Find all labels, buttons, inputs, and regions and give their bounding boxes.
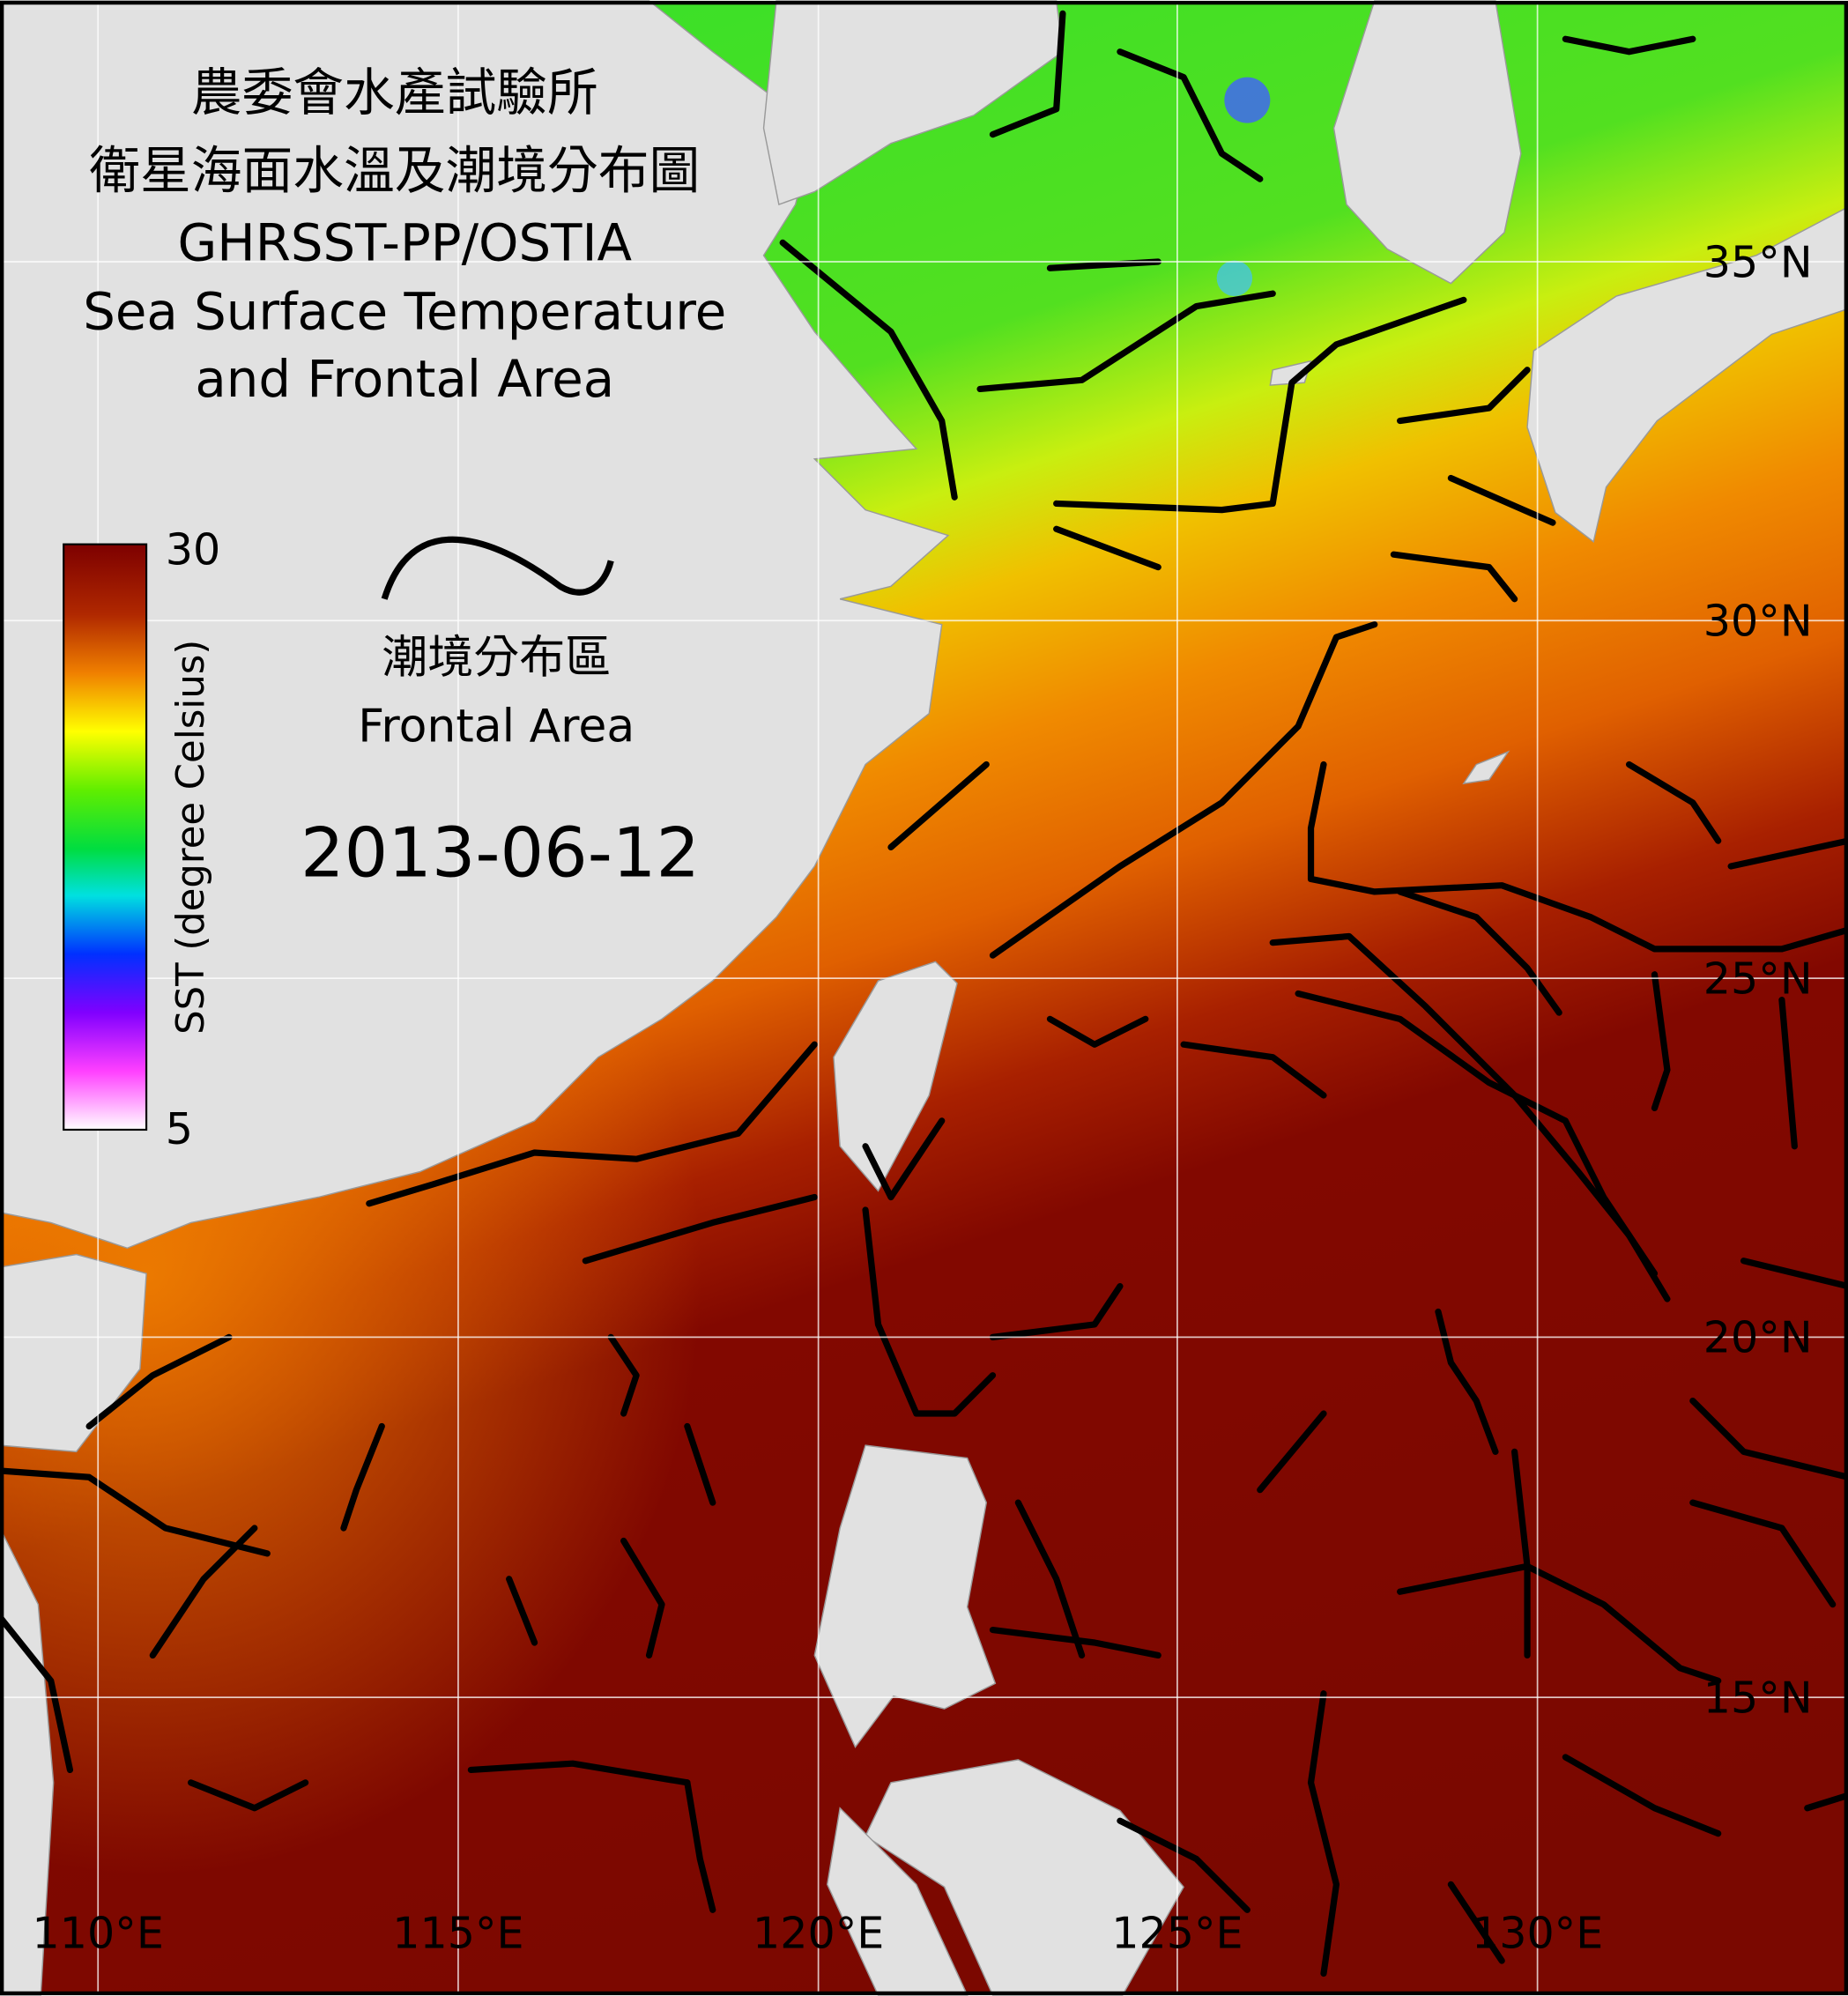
title-line: GHRSST-PP/OSTIA [178, 213, 633, 273]
lat-label: 20°N [1703, 1312, 1813, 1363]
lat-label: 25°N [1703, 953, 1813, 1004]
lat-label: 15°N [1703, 1672, 1813, 1723]
legend: 潮境分布區 Frontal Area [358, 536, 635, 753]
lat-label: 30°N [1703, 596, 1813, 647]
legend-label: 潮境分布區 [382, 632, 611, 685]
lon-label: 125°E [1111, 1908, 1243, 1959]
legend-label: Frontal Area [358, 700, 635, 753]
legend-symbol [381, 536, 614, 600]
lon-label: 120°E [753, 1908, 884, 1959]
lat-label: 35°N [1703, 236, 1813, 287]
cold-spot [1224, 77, 1271, 123]
lon-labels: 110°E 115°E 120°E 125°E 130°E [33, 1908, 1604, 1959]
frontal-lines [0, 10, 1848, 1977]
lon-label: 110°E [33, 1908, 164, 1959]
colorbar-scale [63, 543, 148, 1132]
colorbar-max: 30 [166, 524, 220, 575]
title-line: and Frontal Area [195, 349, 614, 409]
lon-label: 130°E [1472, 1908, 1603, 1959]
cold-spot [1216, 260, 1253, 297]
lon-label: 115°E [392, 1908, 523, 1959]
title-line: 農委會水產試驗所 [191, 63, 598, 122]
lat-labels: 35°N 30°N 25°N 20°N 15°N [1703, 236, 1813, 1723]
date: 2013-06-12 [301, 814, 700, 894]
colorbar: 30 5 SST (degree Celsius) [63, 524, 220, 1154]
colorbar-min: 5 [166, 1103, 193, 1154]
title-line: 衛星海面水溫及潮境分布圖 [89, 140, 700, 200]
title: 農委會水產試驗所 衛星海面水溫及潮境分布圖 GHRSST-PP/OSTIA Se… [83, 63, 726, 409]
title-line: Sea Surface Temperature [83, 282, 726, 342]
colorbar-label: SST (degree Celsius) [169, 640, 213, 1035]
